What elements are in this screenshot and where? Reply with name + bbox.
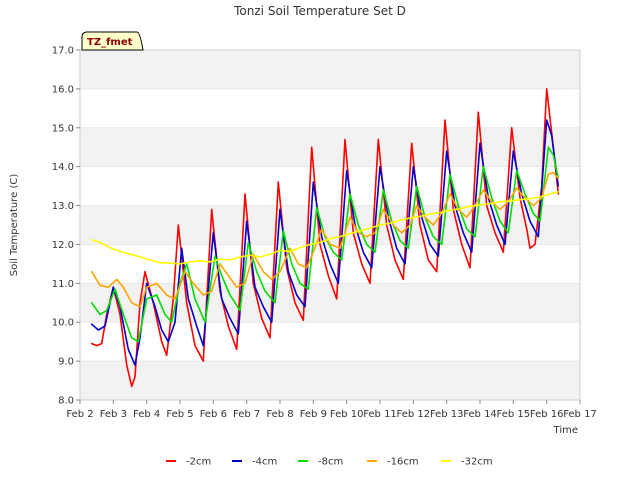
- legend-label: -2cm: [186, 457, 211, 468]
- grid-band: [80, 127, 580, 167]
- y-tick-label: 10.0: [52, 318, 74, 329]
- x-tick-label: Feb 2: [66, 409, 93, 420]
- legend-label: -32cm: [461, 457, 493, 468]
- y-tick-label: 13.0: [52, 201, 74, 212]
- x-tick-label: Feb 5: [166, 409, 193, 420]
- chart-title: Tonzi Soil Temperature Set D: [233, 4, 406, 18]
- y-tick-label: 16.0: [52, 84, 74, 95]
- legend-label: -4cm: [252, 457, 277, 468]
- x-tick-label: Feb 15: [497, 409, 531, 420]
- y-tick-label: 15.0: [52, 123, 74, 134]
- series-line-16cm: [90, 171, 560, 308]
- y-tick-label: 9.0: [58, 357, 74, 368]
- x-axis-label: Time: [553, 425, 578, 436]
- series-lines: [90, 88, 560, 388]
- y-axis-ticks: 8.0 9.0 10.0 11.0 12.0 13.0 14.0 15.0 16.0 17.0: [52, 46, 80, 407]
- x-tick-label: Feb 4: [133, 409, 160, 420]
- x-tick-label: Feb 3: [100, 409, 127, 420]
- y-axis-label: Soil Temperature (C): [9, 174, 20, 277]
- y-tick-label: 8.0: [58, 396, 74, 407]
- legend-label: -8cm: [318, 457, 343, 468]
- x-tick-label: Feb 6: [200, 409, 227, 420]
- site-badge: TZ_fmet: [81, 31, 144, 51]
- grid-band: [80, 166, 580, 206]
- grid-band: [80, 322, 580, 362]
- plot-frame: [79, 49, 581, 401]
- grid-band: [80, 88, 580, 128]
- grid-band: [80, 50, 580, 89]
- x-tick-label: Feb 11: [363, 409, 397, 420]
- x-tick-label: Feb 13: [430, 409, 464, 420]
- y-tick-label: 11.0: [52, 279, 74, 290]
- x-tick-label: Feb 8: [266, 409, 293, 420]
- legend-label: -16cm: [387, 457, 419, 468]
- y-tick-label: 14.0: [52, 162, 74, 173]
- series-line-32cm: [90, 191, 560, 265]
- x-tick-label: Feb 16: [530, 409, 564, 420]
- x-tick-label: Feb 17: [563, 409, 597, 420]
- x-tick-label: Feb 10: [330, 409, 364, 420]
- x-tick-label: Feb 14: [463, 409, 497, 420]
- site-badge-text: TZ_fmet: [87, 37, 133, 48]
- grid-band: [80, 283, 580, 323]
- x-tick-label: Feb 12: [397, 409, 431, 420]
- x-tick-label: Feb 7: [233, 409, 260, 420]
- legend: -2cm -4cm -8cm -16cm -32cm: [166, 457, 493, 468]
- grid-band: [80, 361, 580, 400]
- y-tick-label: 17.0: [52, 46, 74, 57]
- x-tick-label: Feb 9: [300, 409, 327, 420]
- x-axis-ticks: Feb 2 Feb 3 Feb 4 Feb 5 Feb 6 Feb 7 Feb 8 Feb 9…: [66, 400, 597, 420]
- y-tick-label: 12.0: [52, 240, 74, 251]
